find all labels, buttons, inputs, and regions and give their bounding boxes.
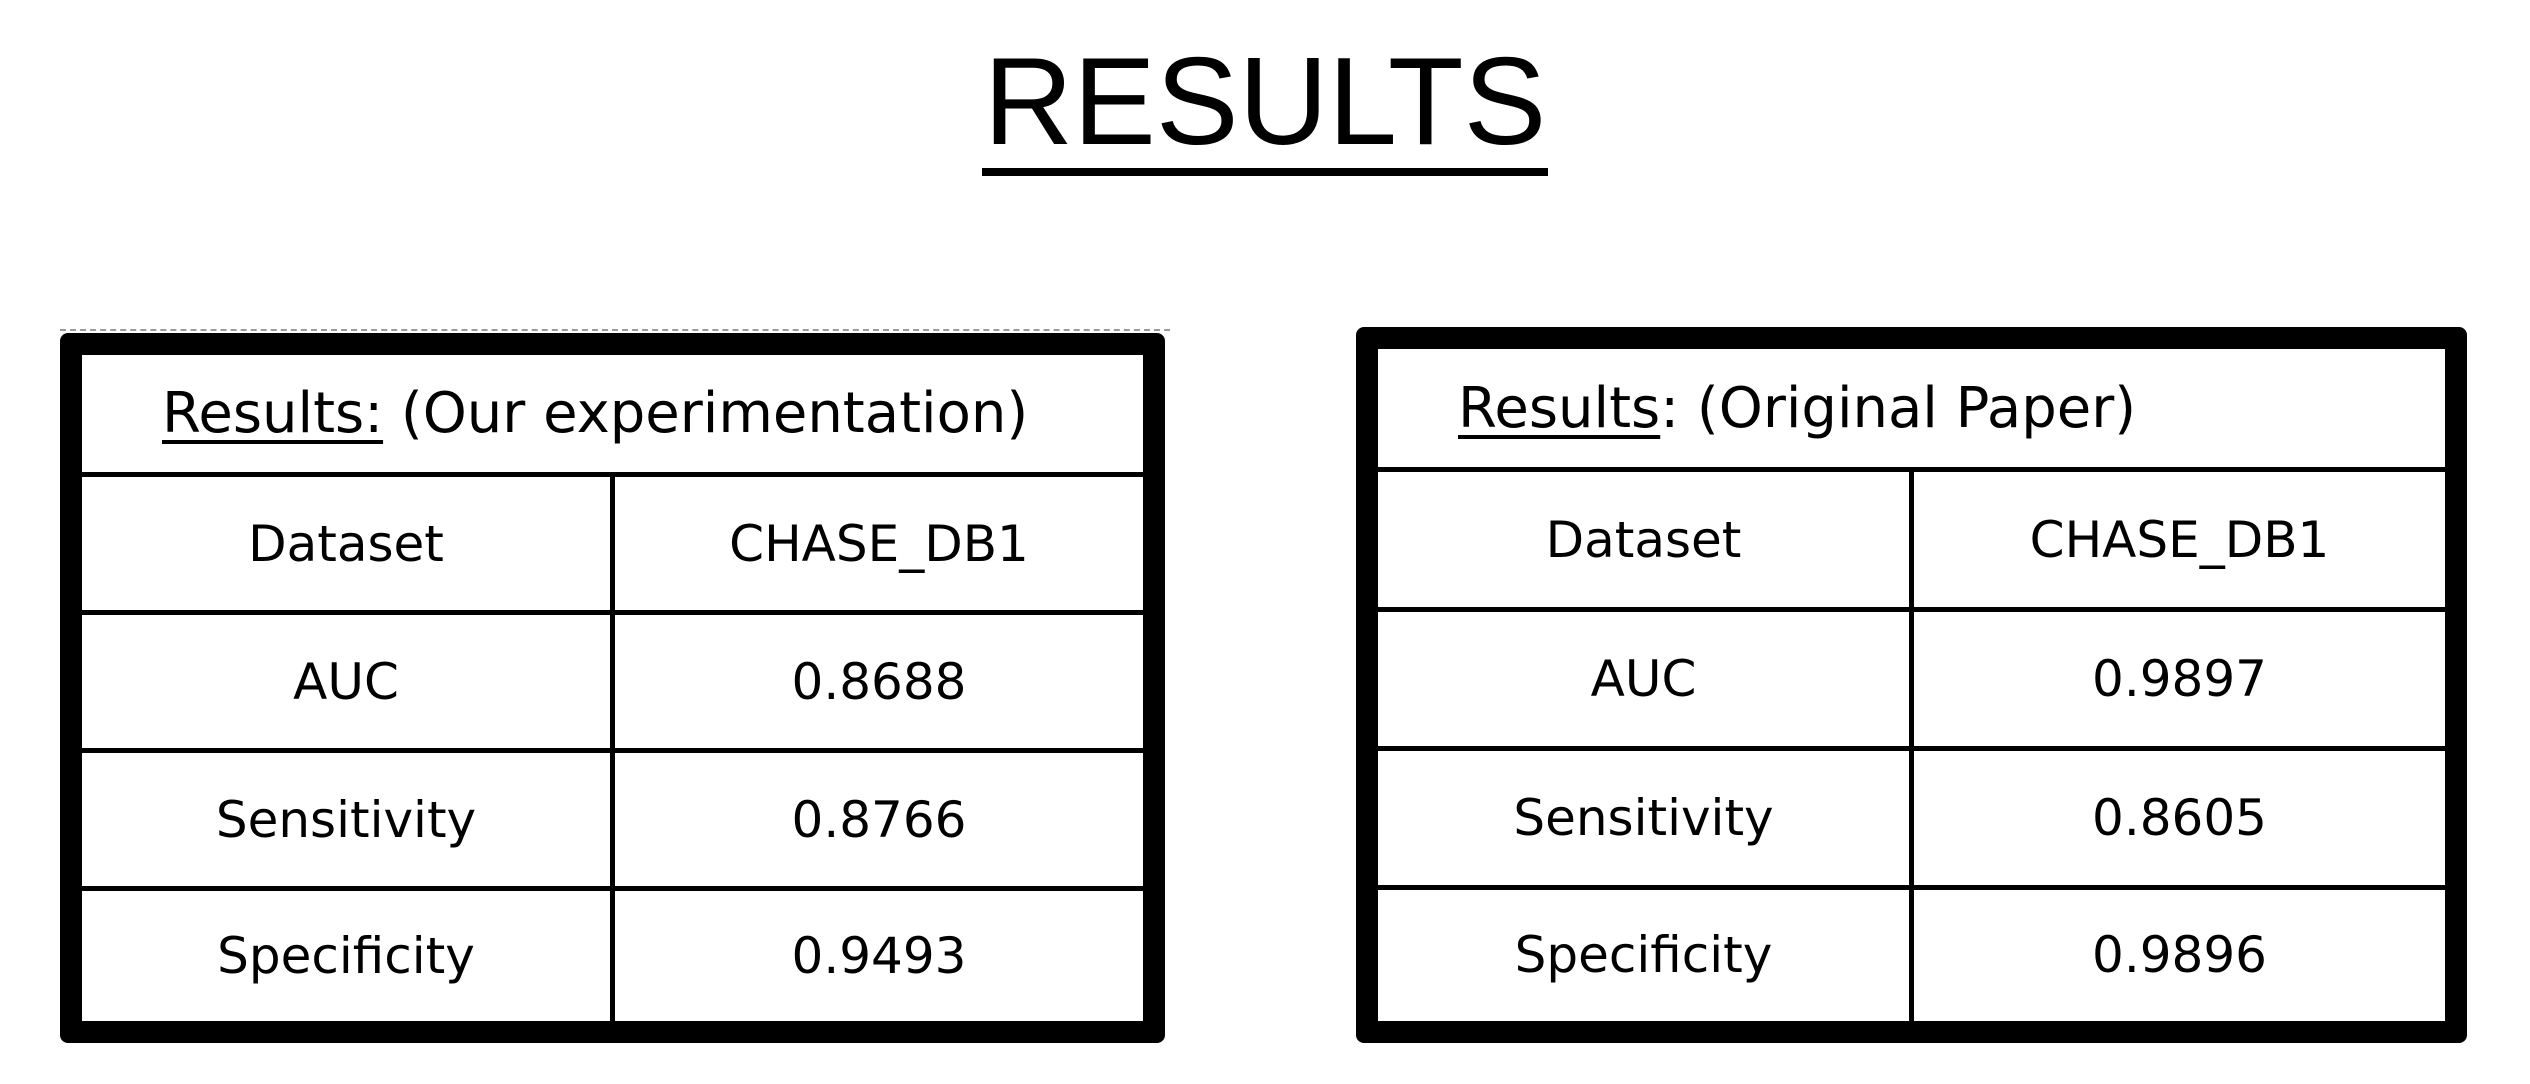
table-row: Specificity 0.9896 bbox=[1378, 884, 2445, 1021]
results-table: Results: (Original Paper) Dataset CHASE_… bbox=[1378, 349, 2445, 1021]
table-row: AUC 0.9897 bbox=[1378, 606, 2445, 751]
value-cell-sensitivity: 0.8766 bbox=[610, 748, 1143, 892]
value-cell-specificity: 0.9493 bbox=[610, 886, 1143, 1021]
header-cell-dataset: Dataset bbox=[1378, 467, 1914, 612]
header-cell-chase-db1: CHASE_DB1 bbox=[1909, 467, 2445, 612]
metric-cell-auc: AUC bbox=[1378, 606, 1914, 751]
header-cell-dataset: Dataset bbox=[82, 472, 615, 616]
page-title-text: RESULTS bbox=[981, 40, 1549, 176]
table-caption: Results: (Our experimentation) bbox=[82, 355, 1143, 478]
header-cell-chase-db1: CHASE_DB1 bbox=[610, 472, 1143, 616]
table-header-row: Dataset CHASE_DB1 bbox=[82, 472, 1143, 616]
table-caption-row: Results: (Our experimentation) bbox=[82, 355, 1143, 478]
value-cell-auc: 0.8688 bbox=[610, 610, 1143, 754]
metric-cell-sensitivity: Sensitivity bbox=[1378, 745, 1914, 890]
results-table-ours: Results: (Our experimentation) Dataset C… bbox=[60, 333, 1165, 1043]
caption-text: : (Original Paper) bbox=[1660, 375, 2137, 441]
metric-cell-specificity: Specificity bbox=[82, 886, 615, 1021]
results-table: Results: (Our experimentation) Dataset C… bbox=[82, 355, 1143, 1021]
value-cell-sensitivity: 0.8605 bbox=[1909, 745, 2445, 890]
dotted-divider bbox=[60, 329, 1170, 331]
table-row: Sensitivity 0.8605 bbox=[1378, 745, 2445, 890]
metric-cell-sensitivity: Sensitivity bbox=[82, 748, 615, 892]
caption-text: (Our experimentation) bbox=[383, 381, 1029, 447]
table-caption-row: Results: (Original Paper) bbox=[1378, 349, 2445, 473]
caption-label: Results bbox=[1458, 375, 1661, 441]
table-header-row: Dataset CHASE_DB1 bbox=[1378, 467, 2445, 612]
table-row: Sensitivity 0.8766 bbox=[82, 748, 1143, 892]
metric-cell-specificity: Specificity bbox=[1378, 884, 1914, 1021]
table-caption: Results: (Original Paper) bbox=[1378, 349, 2445, 473]
results-table-original-paper: Results: (Original Paper) Dataset CHASE_… bbox=[1356, 327, 2467, 1043]
metric-cell-auc: AUC bbox=[82, 610, 615, 754]
value-cell-specificity: 0.9896 bbox=[1909, 884, 2445, 1021]
table-row: AUC 0.8688 bbox=[82, 610, 1143, 754]
value-cell-auc: 0.9897 bbox=[1909, 606, 2445, 751]
caption-label: Results: bbox=[162, 381, 384, 447]
page-title: RESULTS bbox=[0, 40, 2530, 176]
table-row: Specificity 0.9493 bbox=[82, 886, 1143, 1021]
